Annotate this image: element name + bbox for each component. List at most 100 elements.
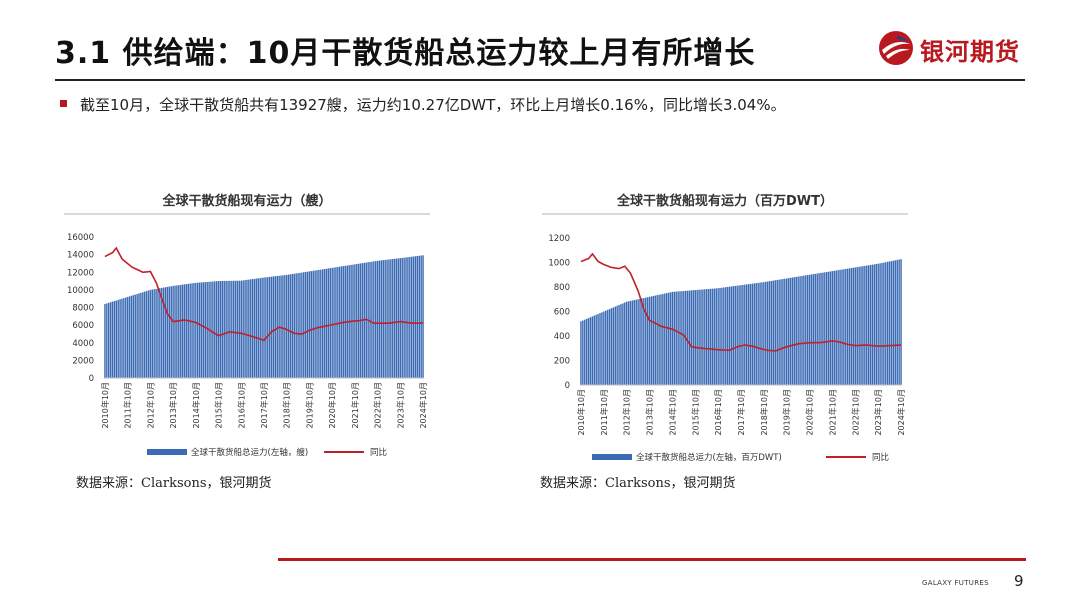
- bar-mark: [212, 281, 214, 378]
- x-axis-tick-label: 2016年10月: [713, 389, 723, 436]
- chart-ship-count-svg: 全球干散货船现有运力（艘） 16000 14000 12000 10000 8000 600…: [64, 193, 430, 458]
- chart-dwt: 全球干散货船现有运力（百万DWT） 1200 1000 800 600 400 200 0 20…: [540, 185, 910, 465]
- bar-mark: [333, 267, 335, 378]
- left-axis-tick-label: 16000: [67, 233, 94, 243]
- bar-mark: [255, 278, 258, 378]
- bar-mark: [770, 280, 773, 385]
- chart-title: 全球干散货船现有运力（百万DWT）: [616, 193, 833, 209]
- bar-mark: [850, 268, 853, 385]
- bar-mark: [149, 289, 152, 378]
- bar-mark: [272, 276, 275, 378]
- bar-mark: [189, 283, 191, 378]
- bar-mark: [395, 258, 398, 378]
- bar-mark: [306, 271, 309, 378]
- bar-mark: [422, 255, 424, 378]
- title-divider: [55, 79, 1025, 81]
- bar-mark: [231, 280, 233, 378]
- left-axis-tick-label: 4000: [72, 339, 94, 349]
- bar-mark: [138, 293, 140, 378]
- bar-mark: [291, 274, 294, 378]
- bar-mark: [125, 297, 127, 378]
- bar-mark: [736, 285, 738, 385]
- bar-mark: [229, 280, 231, 378]
- footer-divider: [278, 558, 1026, 561]
- left-axis-tick-label: 0: [89, 374, 94, 384]
- bar-mark: [106, 303, 108, 378]
- bar-mark: [732, 286, 735, 385]
- bar-mark: [143, 291, 146, 378]
- bar-mark: [145, 291, 148, 378]
- bar-mark: [766, 281, 769, 385]
- bar-mark: [799, 276, 801, 385]
- bar-mark: [409, 256, 411, 378]
- bar-mark: [246, 279, 248, 378]
- bar-mark: [763, 282, 765, 385]
- bar-mark: [365, 262, 367, 378]
- bar-mark: [827, 271, 830, 385]
- bar-mark: [784, 278, 786, 385]
- x-axis-tick-label: 2022年10月: [373, 382, 383, 429]
- left-axis-tick-label: 2000: [72, 356, 94, 366]
- bar-mark: [187, 283, 189, 378]
- bar-mark: [380, 260, 383, 378]
- bar-mark: [599, 313, 601, 385]
- bar-mark: [420, 255, 422, 378]
- bar-mark: [227, 280, 229, 378]
- bar-mark: [791, 277, 794, 385]
- bar-mark: [161, 287, 163, 378]
- bar-mark: [236, 280, 239, 378]
- bar-mark: [286, 274, 288, 378]
- bar-mark: [679, 291, 681, 385]
- bar-mark: [646, 297, 649, 385]
- bar-mark: [261, 277, 263, 378]
- bar-mark: [221, 280, 224, 378]
- bar-mark: [210, 281, 212, 378]
- bar-mark: [645, 297, 647, 385]
- bar-mark: [584, 319, 586, 385]
- bar-mark: [846, 268, 849, 385]
- legend-bar-label: 全球干散货船总运力(左轴，百万DWT): [636, 452, 782, 463]
- bar-mark: [717, 288, 719, 385]
- bar-mark: [866, 265, 868, 385]
- bar-mark: [686, 290, 689, 385]
- x-axis-tick-label: 2017年10月: [736, 389, 746, 436]
- bar-mark: [664, 293, 666, 385]
- bar-mark: [622, 303, 624, 385]
- left-axis-tick-label: 0: [565, 381, 570, 391]
- left-axis-tick-label: 14000: [67, 251, 94, 261]
- bar-mark: [751, 283, 754, 385]
- bar-mark: [301, 272, 303, 378]
- x-axis-tick-label: 2015年10月: [690, 389, 700, 436]
- bar-mark: [890, 261, 893, 385]
- bar-mark: [327, 268, 330, 378]
- bar-mark: [234, 280, 237, 378]
- bar-mark: [117, 299, 119, 378]
- bar-mark: [705, 289, 708, 385]
- x-axis-tick-label: 2020年10月: [327, 382, 337, 429]
- bar-mark: [795, 276, 797, 385]
- bar-mark: [410, 256, 413, 378]
- bar-mark: [627, 301, 630, 385]
- bar-mark: [768, 281, 771, 385]
- bar-mark: [151, 289, 154, 378]
- bar-mark: [875, 264, 878, 385]
- bar-mark: [726, 286, 729, 385]
- bar-mark: [183, 284, 186, 378]
- bar-mark: [166, 286, 169, 378]
- bar-mark: [303, 272, 305, 378]
- bar-mark: [608, 309, 611, 385]
- bar-mark: [629, 300, 632, 385]
- bar-mark: [696, 289, 698, 385]
- bar-mark: [888, 261, 891, 385]
- bar-mark: [856, 267, 858, 385]
- bar-mark: [179, 284, 182, 378]
- bullet-marker: [60, 100, 67, 107]
- bar-mark: [839, 269, 841, 385]
- bar-mark: [612, 307, 615, 385]
- bar-mark: [740, 285, 742, 385]
- bar-mark: [898, 259, 900, 385]
- bar-mark: [170, 286, 172, 378]
- bar-mark: [723, 287, 725, 385]
- bar-mark: [620, 304, 622, 385]
- left-axis-tick-label: 1000: [548, 259, 570, 269]
